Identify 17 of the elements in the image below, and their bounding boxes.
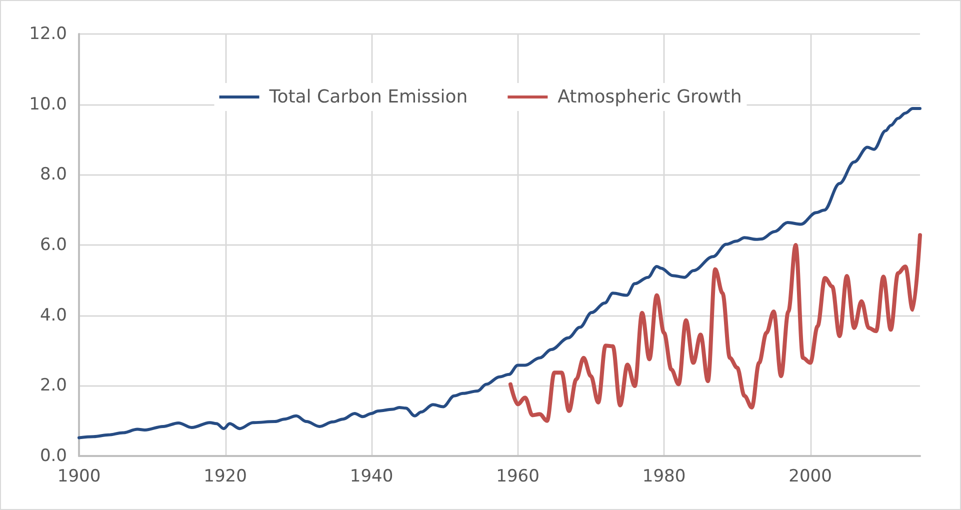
- y-tick-label: 6.0: [40, 235, 67, 255]
- y-tick-label: 0.0: [40, 446, 67, 466]
- x-tick-label: 1940: [350, 466, 394, 486]
- y-tick-label: 8.0: [40, 164, 67, 185]
- y-tick-label: 4.0: [40, 305, 67, 326]
- x-tick-label: 2000: [788, 466, 832, 486]
- y-tick-label: 10.0: [29, 94, 67, 114]
- x-tick-label: 1960: [496, 466, 540, 486]
- legend-label: Atmospheric Growth: [558, 86, 742, 108]
- line-series: [78, 107, 922, 440]
- y-tick-label: 12.0: [29, 24, 67, 44]
- line-series: [508, 233, 922, 423]
- x-tick-label: 1980: [642, 466, 686, 486]
- x-tick-label: 1920: [204, 466, 247, 486]
- y-tick-label: 2.0: [40, 376, 67, 396]
- legend-label: Total Carbon Emission: [268, 86, 468, 108]
- x-tick-label: 1900: [57, 466, 101, 486]
